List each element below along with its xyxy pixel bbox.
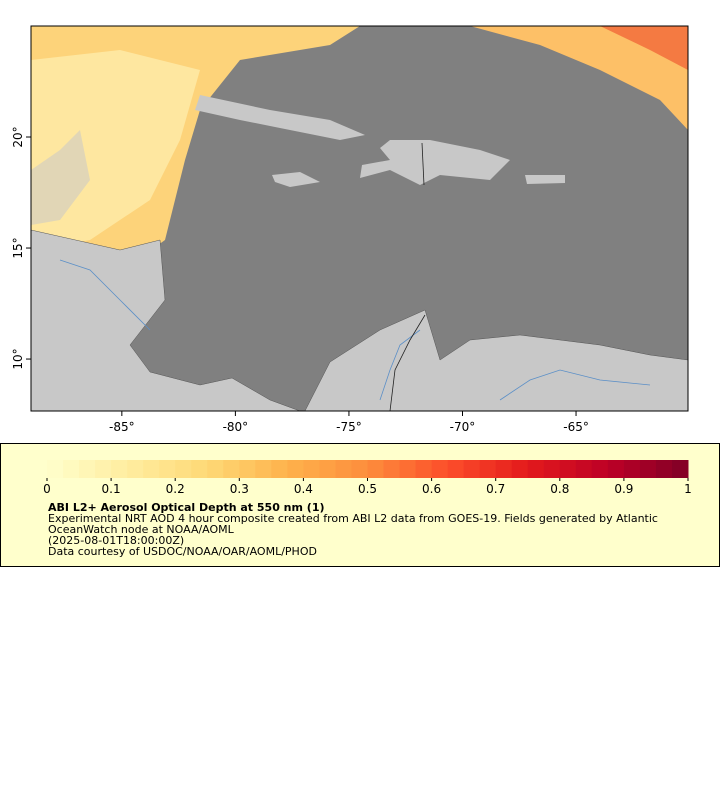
- y-tick-label: 20°: [11, 126, 25, 147]
- colorbar-step: [623, 460, 641, 478]
- colorbar-step: [319, 460, 336, 478]
- colorbar-step: [671, 460, 689, 478]
- colorbar-tick-label: 0.3: [230, 482, 249, 496]
- colorbar-tick-label: 0.8: [550, 482, 569, 496]
- colorbar-step: [399, 460, 417, 478]
- colorbar-step: [415, 460, 433, 478]
- colorbar-step: [367, 460, 385, 478]
- land-yucatan: [31, 130, 90, 225]
- colorbar-tick-label: 0.7: [486, 482, 505, 496]
- colorbar-step: [607, 460, 625, 478]
- aerosol-northeast-dark: [600, 26, 688, 70]
- colorbar-step: [575, 460, 593, 478]
- colorbar-step: [175, 460, 192, 478]
- river: [499, 369, 651, 401]
- colorbar-step: [351, 460, 368, 478]
- colorbar-step: [47, 460, 64, 478]
- colorbar-step: [191, 460, 208, 478]
- colorbar-tick-label: 1: [684, 482, 692, 496]
- colorbar-step: [287, 460, 304, 478]
- colorbar-step: [223, 460, 240, 478]
- x-tick-label: -75°: [336, 420, 362, 434]
- map-area: [31, 26, 688, 411]
- colorbar-step: [111, 460, 128, 478]
- colorbar-step: [511, 460, 529, 478]
- land-south-america: [304, 309, 688, 411]
- legend-line: Experimental NRT AOD 4 hour composite cr…: [48, 512, 658, 525]
- legend-line: (2025-08-01T18:00:00Z): [48, 534, 184, 547]
- legend-title: ABI L2+ Aerosol Optical Depth at 550 nm …: [48, 501, 325, 514]
- colorbar-step: [79, 460, 96, 478]
- map-frame: [30, 25, 689, 412]
- colorbar-tick-label: 0.1: [102, 482, 121, 496]
- colorbar-step: [127, 460, 144, 478]
- colorbar-step: [255, 460, 272, 478]
- colorbar-step: [431, 460, 449, 478]
- colorbar-step: [479, 460, 497, 478]
- x-tick-label: -85°: [109, 420, 135, 434]
- colorbar-step: [159, 460, 176, 478]
- land-puerto-rico: [525, 175, 565, 184]
- colorbar-step: [495, 460, 513, 478]
- colorbar-step: [303, 460, 320, 478]
- colorbar-step: [527, 460, 545, 478]
- colorbar-step: [543, 460, 561, 478]
- aerosol-northeast: [470, 26, 688, 130]
- legend-line: OceanWatch node at NOAA/AOML: [48, 523, 235, 536]
- border: [421, 142, 425, 186]
- x-tick-label: -65°: [563, 420, 589, 434]
- colorbar-step: [239, 460, 256, 478]
- colorbar-step: [63, 460, 80, 478]
- land-cuba: [195, 95, 365, 140]
- colorbar-step: [271, 460, 288, 478]
- colorbar-step: [591, 460, 609, 478]
- x-tick-label: -80°: [223, 420, 249, 434]
- y-tick-label: 10°: [11, 348, 25, 369]
- colorbar-step: [207, 460, 224, 478]
- land-jamaica: [272, 172, 320, 187]
- colorbar-step: [639, 460, 657, 478]
- river: [379, 329, 421, 401]
- colorbar-step: [95, 460, 112, 478]
- colorbar-tick-label: 0: [43, 482, 51, 496]
- colorbar-step: [463, 460, 481, 478]
- y-tick-label: 15°: [11, 237, 25, 258]
- colorbar-step: [383, 460, 401, 478]
- colorbar-tick-label: 0.9: [614, 482, 633, 496]
- colorbar-tick-label: 0.6: [422, 482, 441, 496]
- colorbar-tick-label: 0.4: [294, 482, 313, 496]
- land-central-america: [31, 229, 301, 411]
- colorbar-tick-label: 0.5: [358, 482, 377, 496]
- land-hispaniola: [360, 140, 510, 185]
- x-tick-label: -70°: [450, 420, 476, 434]
- river: [59, 259, 151, 331]
- colorbar-step: [335, 460, 352, 478]
- colorbar-step: [143, 460, 160, 478]
- colorbar-step: [559, 460, 577, 478]
- border: [389, 314, 426, 411]
- colorbar-tick-label: 0.2: [166, 482, 185, 496]
- colorbar-step: [655, 460, 673, 478]
- colorbar-step: [447, 460, 465, 478]
- legend-line: Data courtesy of USDOC/NOAA/OAR/AOML/PHO…: [48, 545, 317, 558]
